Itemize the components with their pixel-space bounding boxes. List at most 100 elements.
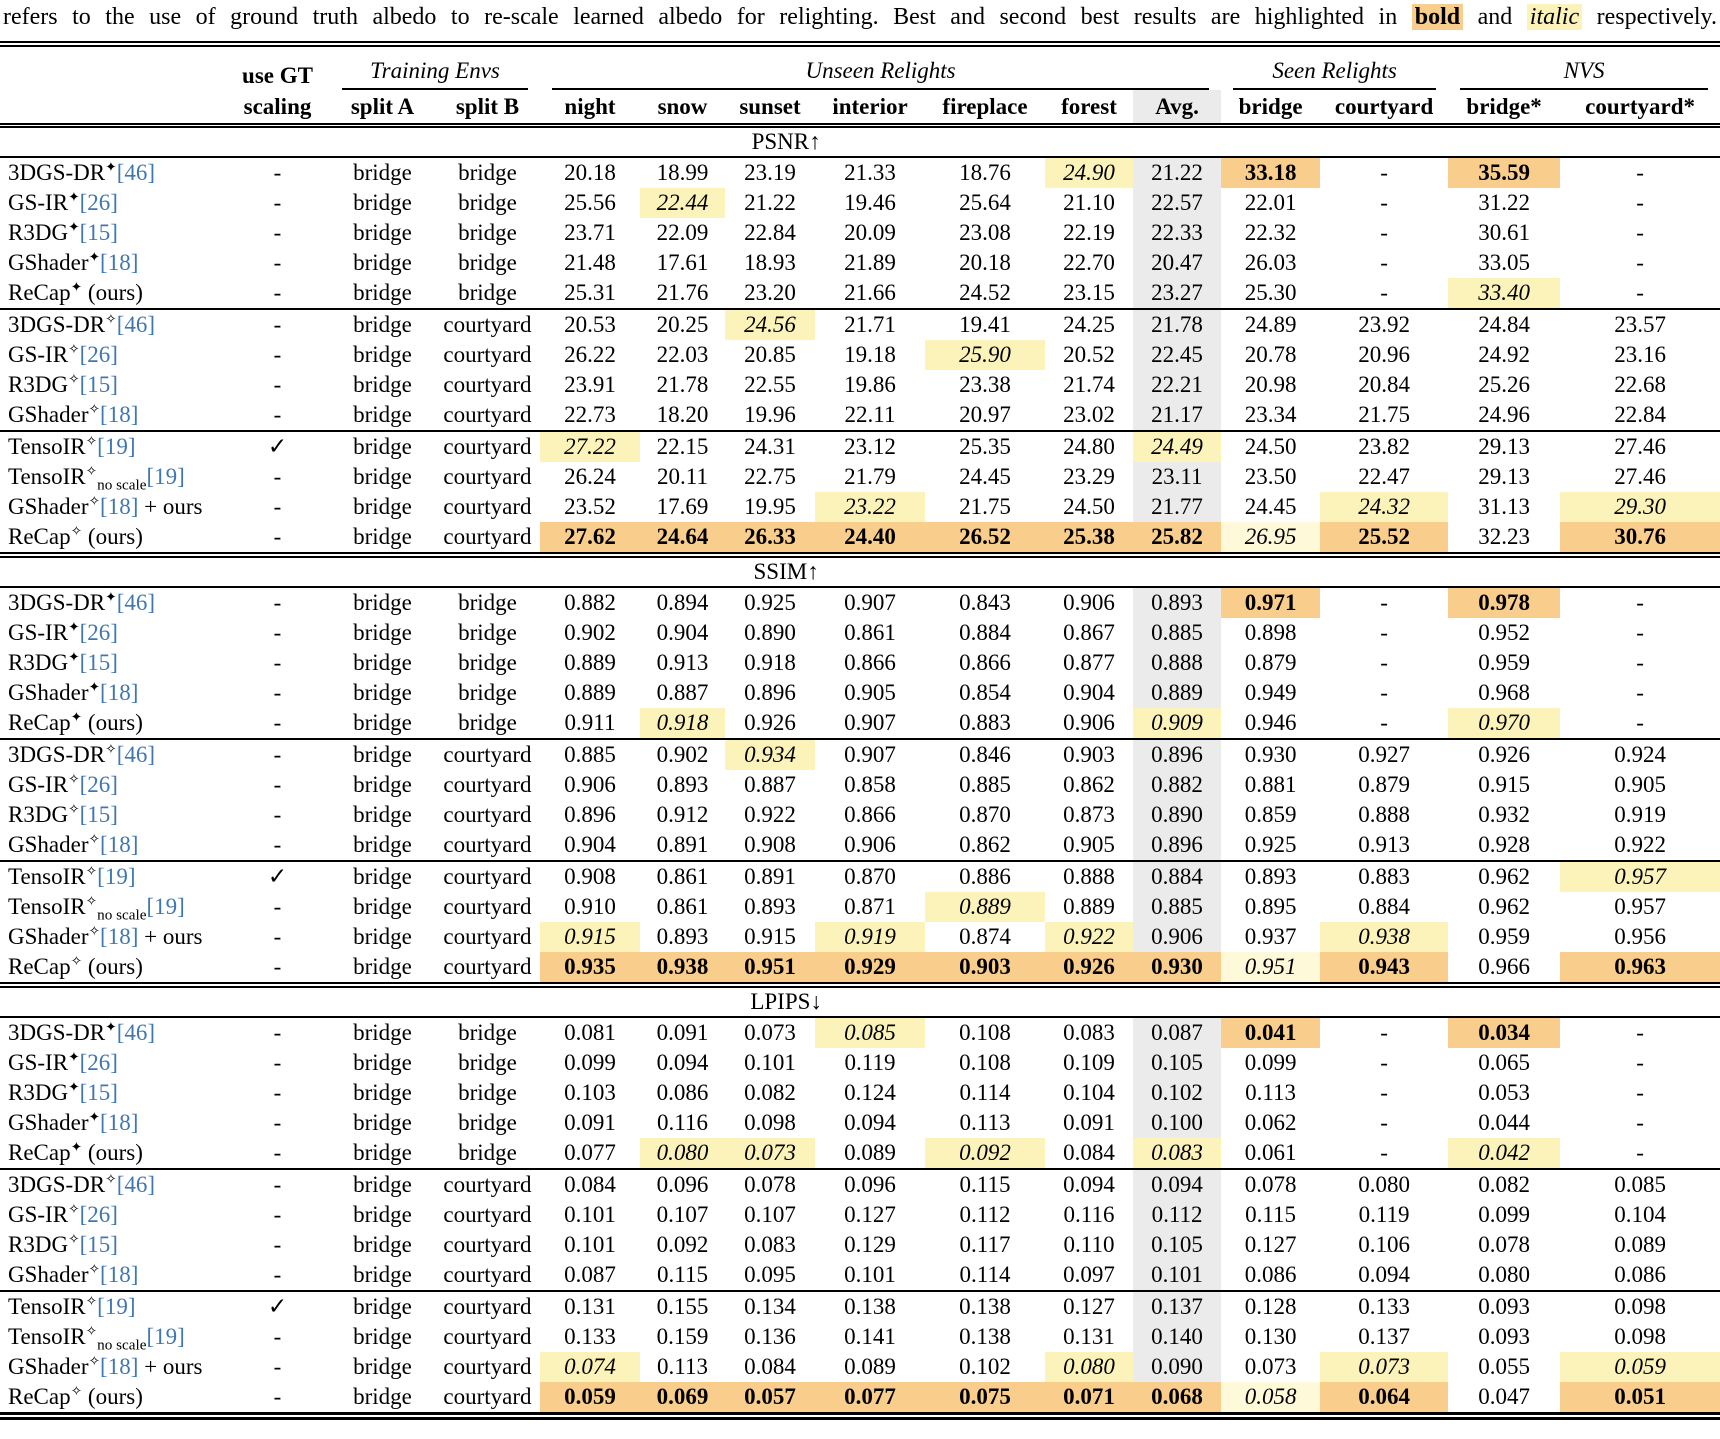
citation-link[interactable]: [18] — [100, 680, 139, 705]
table-row: R3DG✧[15] - bridge courtyard 23.91 21.78 22.55… — [0, 370, 1720, 400]
metric-cell: 0.882 — [1133, 770, 1222, 800]
citation-link[interactable]: [15] — [79, 372, 118, 397]
metric-cell: 0.949 — [1244, 680, 1297, 705]
method-name: GShader — [8, 494, 89, 519]
split-a-cell: bridge — [353, 1080, 412, 1105]
citation-link[interactable]: [15] — [79, 220, 118, 245]
metric-cell: 22.32 — [1244, 220, 1297, 245]
metric-cell: 0.093 — [1478, 1294, 1530, 1319]
metric-cell: 24.32 — [1320, 492, 1449, 522]
split-b-cell: courtyard — [443, 1384, 532, 1409]
metric-cell: 0.913 — [656, 650, 709, 675]
split-a-cell: bridge — [353, 250, 412, 275]
open-diamond-icon: ✧ — [85, 433, 98, 450]
citation-link[interactable]: [19] — [146, 464, 185, 489]
method-cell: GShader✧[18] + ours — [0, 1352, 225, 1382]
citation-link[interactable]: [18] — [100, 402, 139, 427]
citation-link[interactable]: [15] — [79, 650, 118, 675]
filled-diamond-icon: ✦ — [68, 189, 80, 206]
split-a-cell: bridge — [330, 278, 435, 310]
col-header-split-b: split B — [435, 90, 540, 128]
citation-link[interactable]: [19] — [97, 864, 136, 889]
citation-link[interactable]: [26] — [79, 342, 118, 367]
citation-link[interactable]: [18] — [100, 250, 139, 275]
citation-link[interactable]: [19] — [97, 1294, 136, 1319]
citation-link[interactable]: [26] — [79, 190, 118, 215]
method-cell: GShader✦[18] — [0, 678, 225, 708]
citation-link[interactable]: [46] — [116, 160, 156, 185]
citation-link[interactable]: [46] — [116, 590, 156, 615]
metric-cell: 0.099 — [1478, 1202, 1530, 1227]
metric-cell: 23.12 — [844, 434, 896, 459]
citation-link[interactable]: [19] — [146, 1324, 185, 1349]
metric-cell: 22.55 — [744, 372, 796, 397]
metric-cell: 22.75 — [744, 464, 796, 489]
metric-cell: 0.155 — [656, 1294, 709, 1319]
metric-cell: 22.73 — [540, 400, 640, 432]
citation-link[interactable]: [18] — [100, 494, 139, 519]
citation-link[interactable]: [15] — [79, 1080, 118, 1105]
header-column-row: scaling split A split B night snow sunse… — [0, 90, 1720, 128]
split-a-cell: bridge — [330, 400, 435, 432]
metric-cell: 18.99 — [656, 160, 709, 185]
table-row: GShader✧[18] + ours - bridge courtyard 0.074… — [0, 1352, 1720, 1382]
metric-cell: 0.065 — [1478, 1050, 1530, 1075]
metric-cell: - — [1380, 1050, 1388, 1075]
metric-cell: 0.870 — [844, 864, 896, 889]
metric-cell: 0.138 — [844, 1294, 896, 1319]
metric-cell: 0.927 — [1358, 742, 1410, 767]
section-label: SSIM↑ — [753, 559, 819, 584]
citation-link[interactable]: [19] — [146, 894, 185, 919]
metric-cell: 33.05 — [1478, 250, 1530, 275]
metric-cell: 24.90 — [1045, 157, 1133, 188]
metric-cell: 0.938 — [1320, 922, 1449, 952]
metric-cell: 0.952 — [1478, 620, 1530, 645]
split-b-cell: bridge — [435, 708, 540, 740]
col-header-sunset: sunset — [725, 90, 815, 128]
split-a-cell: bridge — [330, 522, 435, 558]
gt-scaling-cell: - — [273, 372, 282, 397]
metric-cell: 0.962 — [1478, 864, 1530, 889]
metric-cell: 0.937 — [1244, 924, 1297, 949]
citation-link[interactable]: [15] — [79, 1232, 118, 1257]
gt-scaling-cell: - — [273, 342, 282, 367]
metric-cell: 0.094 — [1133, 1169, 1222, 1200]
metric-cell: 0.859 — [1244, 802, 1297, 827]
citation-link[interactable]: [26] — [79, 1050, 118, 1075]
citation-link[interactable]: [15] — [79, 802, 118, 827]
method-cell: GS-IR✧[26] — [0, 340, 225, 370]
split-b-cell: courtyard — [443, 1232, 532, 1257]
table-row: 3DGS-DR✧[46] - bridge courtyard 0.084 0.096 0.… — [0, 1169, 1720, 1200]
metric-cell: 0.905 — [1045, 830, 1133, 862]
gt-scaling-cell: - — [273, 620, 282, 645]
metric-cell: 0.069 — [640, 1382, 725, 1416]
citation-link[interactable]: [18] — [100, 1354, 139, 1379]
metric-cell: 23.11 — [1133, 462, 1222, 492]
metric-cell: 21.74 — [1063, 372, 1115, 397]
filled-diamond-icon: ✦ — [68, 219, 80, 236]
citation-link[interactable]: [18] — [100, 832, 139, 857]
metric-cell: 0.114 — [925, 1260, 1045, 1292]
metric-cell: 0.138 — [959, 1294, 1011, 1319]
metric-cell: 0.884 — [959, 620, 1011, 645]
citation-link[interactable]: [46] — [116, 1020, 156, 1045]
citation-link[interactable]: [18] — [100, 1262, 139, 1287]
method-suffix: + ours — [138, 924, 203, 949]
citation-link[interactable]: [18] — [100, 1110, 139, 1135]
citation-link[interactable]: [26] — [79, 772, 118, 797]
metric-cell: 22.84 — [744, 220, 796, 245]
metric-cell: 0.089 — [1614, 1232, 1666, 1257]
use-gt-header-line1: use GT — [242, 63, 313, 88]
metric-cell: - — [1636, 1020, 1644, 1045]
metric-cell: 24.45 — [959, 464, 1011, 489]
citation-link[interactable]: [19] — [97, 434, 136, 459]
metric-cell: 0.893 — [656, 924, 709, 949]
split-b-cell: courtyard — [443, 1172, 532, 1197]
citation-link[interactable]: [26] — [79, 620, 118, 645]
citation-link[interactable]: [46] — [116, 742, 156, 767]
citation-link[interactable]: [18] — [100, 924, 139, 949]
split-a-cell: bridge — [353, 434, 412, 459]
citation-link[interactable]: [46] — [116, 1172, 156, 1197]
citation-link[interactable]: [26] — [79, 1202, 118, 1227]
citation-link[interactable]: [46] — [116, 312, 156, 337]
